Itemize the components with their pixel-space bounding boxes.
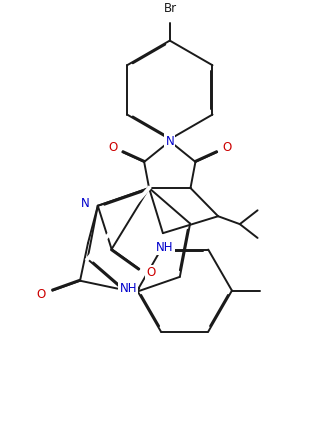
Text: O: O: [36, 288, 45, 301]
Text: NH: NH: [119, 282, 137, 295]
Text: NH: NH: [156, 241, 174, 254]
Text: Br: Br: [164, 2, 177, 15]
Text: O: O: [108, 141, 117, 154]
Text: N: N: [81, 197, 90, 210]
Text: O: O: [146, 266, 156, 279]
Text: O: O: [222, 141, 232, 154]
Text: N: N: [166, 135, 174, 148]
